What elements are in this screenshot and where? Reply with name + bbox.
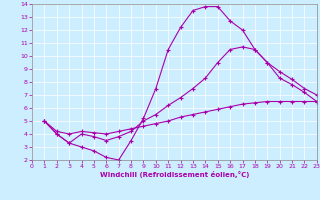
X-axis label: Windchill (Refroidissement éolien,°C): Windchill (Refroidissement éolien,°C) bbox=[100, 171, 249, 178]
